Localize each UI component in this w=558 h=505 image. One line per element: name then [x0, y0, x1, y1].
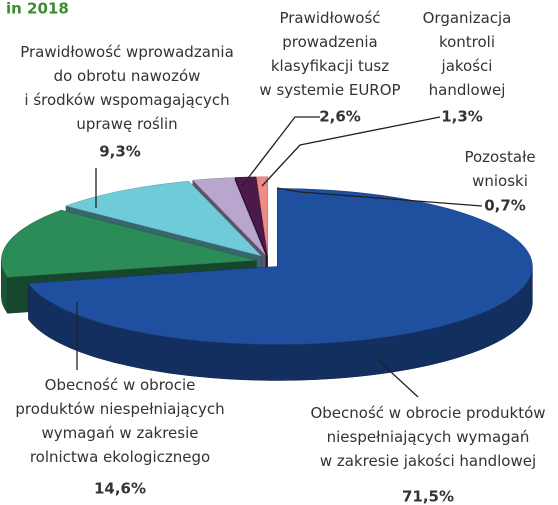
leader-line — [377, 359, 419, 398]
value-label: 1,3% — [441, 108, 483, 126]
leader-line — [276, 187, 483, 207]
leader-line — [241, 116, 320, 187]
slice-top — [234, 176, 268, 255]
value-label: 71,5% — [402, 488, 454, 505]
slice-top — [192, 177, 266, 256]
slice-label: Obecność w obrocie produktów niespełniają… — [15, 376, 224, 466]
slice-top — [28, 188, 533, 345]
slice-top — [256, 176, 268, 255]
slice-label: Organizacja kontroli jakości handlowej — [423, 9, 512, 99]
slice-label: Prawidłowość prowadzenia klasyfikacji tusz… — [259, 9, 400, 99]
slice-top — [1, 209, 257, 278]
slice-label: Prawidłowość wprowadzania do obrotu nawoz… — [20, 43, 234, 133]
slice-label: Obecność w obrocie produktów niespełniają… — [310, 404, 545, 470]
value-label: 0,7% — [484, 197, 526, 215]
leader-line — [261, 116, 441, 187]
slice-top — [65, 180, 263, 257]
slice-label: Pozostałe wnioski — [464, 148, 535, 190]
value-label: 2,6% — [319, 108, 361, 126]
value-label: 14,6% — [94, 480, 146, 498]
chart-title: in 2018 — [6, 0, 69, 18]
slice — [28, 188, 533, 381]
value-label: 9,3% — [99, 143, 141, 161]
